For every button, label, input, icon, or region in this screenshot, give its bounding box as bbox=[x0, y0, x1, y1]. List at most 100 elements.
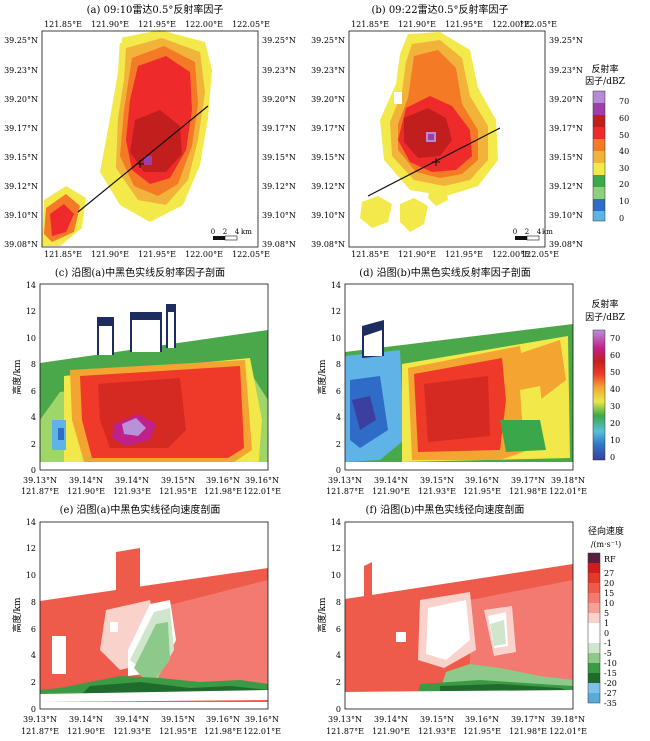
panel-f-y-ticks: 0 2 4 6 8 10 12 14 bbox=[331, 518, 341, 714]
lat-tick: 39.23°N bbox=[549, 66, 583, 75]
lon-tick: 121.95°E bbox=[138, 20, 176, 29]
legend-label: 30 bbox=[610, 402, 620, 411]
x-tick-lat: 39.16°N bbox=[465, 476, 499, 485]
scalebar-label: 4 bbox=[235, 228, 240, 236]
panel-b-lon-ticks-bottom: 121.85°E 121.90°E 121.95°E 122.00°E 122.… bbox=[351, 250, 559, 259]
lat-tick: 39.12°N bbox=[549, 182, 583, 191]
panel-a-lat-ticks-left: 39.25°N 39.23°N 39.20°N 39.17°N 39.15°N … bbox=[4, 36, 38, 249]
lon-tick: 122.00°E bbox=[185, 250, 223, 259]
legend-label: 1 bbox=[604, 619, 609, 628]
x-tick-lon: 121.98°E bbox=[204, 727, 242, 736]
y-tick: 2 bbox=[31, 440, 36, 449]
legend-label: 40 bbox=[619, 147, 629, 156]
legend-label: 10 bbox=[610, 436, 620, 445]
panel-a: (a) 09:10雷达0.5°反射率因子 121.85°E 121.90°E 1… bbox=[4, 3, 296, 259]
legend-label: 20 bbox=[619, 180, 629, 189]
panel-e-x-ticks: 39.13°N 121.87°E 39.14°N 121.90°E 39.14°… bbox=[21, 715, 281, 736]
x-tick-lon: 121.93°E bbox=[418, 487, 456, 496]
lon-tick: 121.90°E bbox=[398, 250, 436, 259]
lat-tick: 39.25°N bbox=[4, 36, 38, 45]
x-tick-lat: 39.14°N bbox=[115, 715, 149, 724]
x-tick-lat: 39.14°N bbox=[374, 476, 408, 485]
x-tick-lon: 121.95°E bbox=[159, 487, 197, 496]
x-tick-lat: 39.14°N bbox=[69, 476, 103, 485]
lat-tick: 39.17°N bbox=[311, 124, 345, 133]
panel-e-y-ticks: 0 2 4 6 8 10 12 14 bbox=[26, 518, 36, 714]
panel-c: (c) 沿图(a)中黑色实线反射率因子剖面 0 2 4 6 8 bbox=[11, 266, 281, 496]
legend-label: 10 bbox=[619, 197, 629, 206]
lat-tick: 39.25°N bbox=[311, 36, 345, 45]
lat-tick: 39.08°N bbox=[4, 240, 38, 249]
y-tick: 4 bbox=[336, 651, 341, 660]
x-tick-lon: 121.98°E bbox=[509, 487, 547, 496]
panel-d-plot bbox=[345, 320, 573, 470]
x-tick-lon: 121.98°E bbox=[204, 487, 242, 496]
scalebar-unit: km bbox=[542, 228, 553, 236]
y-tick: 12 bbox=[331, 307, 341, 316]
x-tick-lon: 121.95°E bbox=[159, 727, 197, 736]
legend-title: 径向速度 bbox=[588, 525, 624, 537]
lat-tick: 39.08°N bbox=[311, 240, 345, 249]
y-tick: 6 bbox=[31, 625, 36, 634]
legend-reflectivity-map: 反射率 因子/dBZ 70 60 50 40 30 20 10 0 bbox=[585, 63, 629, 223]
legend-label: RF bbox=[604, 555, 616, 564]
scalebar-label: 4 bbox=[537, 228, 542, 236]
lat-tick: 39.08°N bbox=[262, 240, 296, 249]
legend-velocity: 径向速度 /(m·s⁻¹) RF 27 20 15 10 5 bbox=[587, 525, 624, 708]
lon-tick: 121.85°E bbox=[351, 20, 389, 29]
lat-tick: 39.08°N bbox=[549, 240, 583, 249]
lat-tick: 39.12°N bbox=[311, 182, 345, 191]
y-tick: 4 bbox=[31, 413, 36, 422]
legend-label: 0 bbox=[619, 214, 624, 223]
panel-a-frame bbox=[41, 30, 259, 248]
x-tick-lon: 121.90°E bbox=[372, 727, 410, 736]
panel-e-plot bbox=[40, 548, 268, 709]
scalebar-label: 2 bbox=[223, 228, 227, 236]
x-tick-lon: 121.93°E bbox=[113, 727, 151, 736]
lat-tick: 39.15°N bbox=[4, 153, 38, 162]
lat-tick: 39.20°N bbox=[4, 95, 38, 104]
panel-d-y-ticks: 0 2 4 6 8 10 12 14 bbox=[331, 281, 341, 475]
x-tick-lat: 39.16°N bbox=[206, 476, 240, 485]
lat-tick: 39.23°N bbox=[262, 66, 296, 75]
x-tick-lon: 121.93°E bbox=[113, 487, 151, 496]
panel-f-frame bbox=[344, 521, 574, 710]
lon-tick: 122.05°E bbox=[519, 20, 557, 29]
lat-tick: 39.10°N bbox=[549, 211, 583, 220]
panel-f-x-ticks: 39.13°N 121.87°E 39.14°N 121.90°E 39.15°… bbox=[326, 715, 587, 736]
legend-label: -27 bbox=[604, 689, 617, 698]
x-tick-lat: 39.13°N bbox=[23, 715, 57, 724]
legend-label: 20 bbox=[604, 579, 614, 588]
y-tick: 0 bbox=[336, 466, 341, 475]
legend-label: 20 bbox=[610, 419, 620, 428]
y-tick: 12 bbox=[26, 544, 36, 553]
legend-label: 15 bbox=[604, 589, 614, 598]
panel-f: (f) 沿图(b)中黑色实线径向速度剖面 0 2 4 6 8 10 12 bbox=[316, 503, 587, 736]
legend-label: -5 bbox=[604, 649, 612, 658]
legend-label: -1 bbox=[604, 639, 612, 648]
x-tick-lat: 39.16°N bbox=[245, 476, 279, 485]
panel-b-frame bbox=[348, 30, 546, 248]
y-tick: 8 bbox=[31, 598, 36, 607]
x-tick-lat: 39.17°N bbox=[511, 476, 545, 485]
y-tick: 2 bbox=[336, 678, 341, 687]
panel-d-title: (d) 沿图(b)中黑色实线反射率因子剖面 bbox=[359, 266, 531, 279]
x-tick-lat: 39.14°N bbox=[374, 715, 408, 724]
lat-tick: 39.17°N bbox=[4, 124, 38, 133]
panel-f-plot bbox=[345, 562, 573, 709]
y-tick: 4 bbox=[336, 413, 341, 422]
panel-d-frame bbox=[344, 283, 574, 471]
panel-b-lat-ticks-left: 39.25°N 39.23°N 39.20°N 39.17°N 39.15°N … bbox=[311, 36, 345, 249]
y-tick: 6 bbox=[336, 387, 341, 396]
panel-c-plot bbox=[40, 304, 268, 470]
y-tick: 4 bbox=[31, 651, 36, 660]
panel-e-frame bbox=[39, 521, 269, 710]
lon-tick: 122.05°E bbox=[232, 250, 270, 259]
legend-label: 70 bbox=[610, 334, 620, 343]
y-tick: 0 bbox=[31, 705, 36, 714]
legend-label: -15 bbox=[604, 669, 617, 678]
legend-label: 50 bbox=[610, 368, 620, 377]
panel-b-title: (b) 09:22雷达0.5°反射率因子 bbox=[371, 3, 508, 16]
lon-tick: 122.00°E bbox=[185, 20, 223, 29]
lat-tick: 39.23°N bbox=[311, 66, 345, 75]
